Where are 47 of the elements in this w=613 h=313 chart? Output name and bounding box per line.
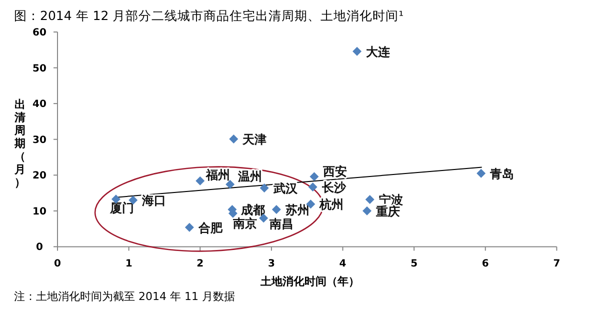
point <box>196 176 205 186</box>
annotation: 海口 <box>141 194 166 208</box>
annotation: 温州 <box>237 169 262 184</box>
annotation: 合肥 <box>197 220 224 235</box>
annotation: 西安 <box>322 164 348 179</box>
y-axis-title: 出清周期（月） <box>14 98 26 189</box>
annotation: 长沙 <box>320 180 347 194</box>
y-tick-label: 50 <box>32 63 46 74</box>
x-tick-label: 7 <box>553 258 560 270</box>
point <box>308 182 318 192</box>
y-tick-label: 20 <box>32 170 46 182</box>
y-tick-label: 30 <box>32 134 46 146</box>
point <box>260 184 269 193</box>
y-tick-label: 0 <box>36 242 44 254</box>
point <box>365 194 374 204</box>
point <box>184 222 194 232</box>
point <box>226 180 235 189</box>
point <box>362 206 372 216</box>
annotation: 苏州 <box>284 202 310 217</box>
annotation: 青岛 <box>489 166 514 181</box>
point <box>310 172 319 182</box>
y-tick-label: 60 <box>32 28 46 38</box>
point <box>476 168 486 178</box>
annotation: 武汉 <box>272 182 298 196</box>
annotation: 大连 <box>366 44 392 59</box>
annotation: 天津 <box>242 132 267 146</box>
x-tick-label: 5 <box>410 258 418 270</box>
point <box>229 134 238 144</box>
x-tick-label: 3 <box>268 258 275 270</box>
annotation: 福州 <box>205 168 230 182</box>
annotation: 南昌 <box>268 217 294 232</box>
x-tick-label: 0 <box>54 258 62 270</box>
x-tick-label: 2 <box>196 258 204 270</box>
text: 注：土地消化时间为截至 2014 年 11 月数据 <box>14 290 235 303</box>
y-tick-label: 40 <box>32 99 46 110</box>
x-tick-label: 4 <box>339 258 346 270</box>
chart-title: 图：2014 年 12 月部分二线城市商品住宅出清周期、土地消化时间¹ <box>14 8 404 23</box>
x-tick-label: 6 <box>482 258 489 270</box>
annotation: 重庆 <box>375 204 400 218</box>
point <box>352 46 362 56</box>
point <box>272 204 281 214</box>
y-tick-label: 10 <box>32 206 46 218</box>
annotation: 厦门 <box>108 201 134 216</box>
x-tick-label: 1 <box>125 258 132 270</box>
x-axis-title: 土地消化时间（年） <box>260 275 360 288</box>
annotation: 南京 <box>232 216 257 230</box>
annotation: 成都 <box>240 202 266 217</box>
